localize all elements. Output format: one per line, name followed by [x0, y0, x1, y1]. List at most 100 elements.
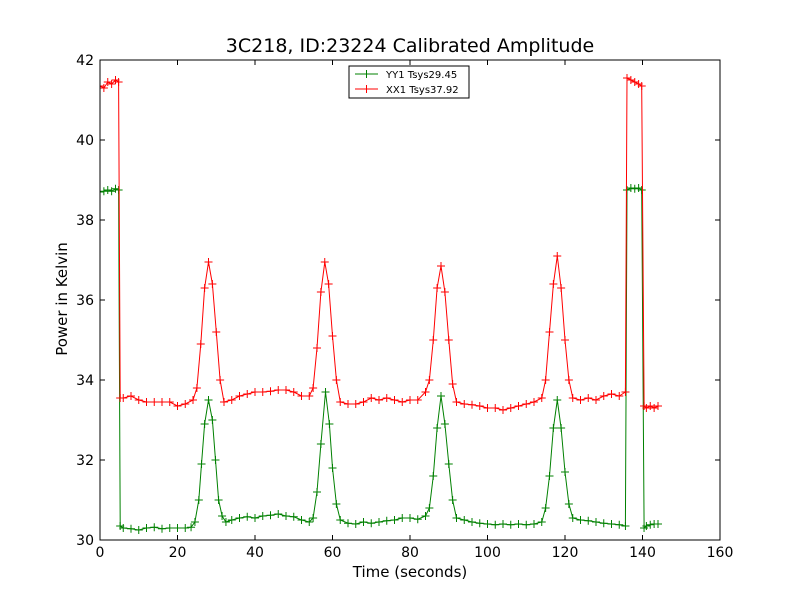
- legend: YY1 Tsys29.45 XX1 Tsys37.92: [348, 65, 470, 99]
- data-point-xx1: [654, 402, 662, 410]
- data-point-yy1: [421, 512, 430, 520]
- data-point-xx1: [440, 288, 449, 296]
- data-point-yy1: [316, 440, 325, 448]
- data-point-xx1: [429, 336, 438, 344]
- data-point-yy1: [134, 526, 143, 534]
- data-point-xx1: [103, 78, 112, 86]
- data-point-yy1: [637, 186, 646, 194]
- data-point-yy1: [537, 518, 546, 526]
- data-point-yy1: [437, 392, 445, 400]
- data-point-xx1: [398, 398, 407, 406]
- data-point-yy1: [599, 519, 608, 528]
- data-point-xx1: [506, 404, 515, 412]
- data-point-xx1: [212, 328, 221, 336]
- data-point-xx1: [220, 398, 228, 406]
- data-point-yy1: [211, 456, 220, 464]
- data-point-xx1: [444, 336, 453, 344]
- data-point-yy1: [483, 520, 492, 528]
- data-point-xx1: [382, 394, 391, 402]
- data-point-xx1: [189, 396, 197, 404]
- data-point-yy1: [289, 512, 298, 521]
- data-point-xx1: [309, 384, 318, 392]
- data-point-xx1: [637, 82, 646, 90]
- data-point-xx1: [460, 400, 469, 408]
- data-point-yy1: [654, 520, 662, 528]
- y-tick-label: 30: [76, 533, 94, 549]
- data-point-yy1: [328, 464, 337, 472]
- legend-box: [348, 65, 470, 99]
- data-point-yy1: [100, 187, 108, 196]
- data-point-yy1: [413, 515, 422, 524]
- data-point-yy1: [200, 420, 209, 428]
- data-point-xx1: [549, 280, 558, 288]
- data-point-xx1: [114, 78, 123, 86]
- data-point-xx1: [134, 396, 143, 404]
- data-point-xx1: [266, 387, 275, 396]
- data-point-xx1: [227, 396, 236, 404]
- data-point-yy1: [522, 520, 531, 529]
- data-point-yy1: [444, 460, 453, 468]
- data-point-yy1: [576, 516, 585, 524]
- data-point-yy1: [564, 500, 573, 508]
- data-point-xx1: [425, 376, 434, 384]
- data-point-xx1: [119, 394, 128, 402]
- axis-ticks: 0 20 40 60 80 100 120 140 160 30 32 34 36 38 40 42: [76, 53, 733, 561]
- data-point-yy1: [530, 520, 538, 528]
- data-point-yy1: [313, 488, 321, 496]
- data-point-yy1: [114, 186, 123, 194]
- series-layer: [100, 74, 662, 534]
- data-point-yy1: [336, 516, 345, 524]
- data-point-yy1: [325, 420, 334, 428]
- data-point-xx1: [522, 400, 531, 408]
- data-point-yy1: [227, 516, 236, 524]
- legend-marker-xx1: [362, 85, 371, 93]
- data-point-xx1: [324, 280, 333, 288]
- data-point-xx1: [367, 394, 376, 402]
- data-point-xx1: [491, 404, 500, 412]
- data-point-yy1: [615, 520, 624, 529]
- data-point-yy1: [607, 520, 616, 528]
- legend-label-xx1: XX1 Tsys37.92: [386, 85, 459, 96]
- data-point-xx1: [216, 376, 225, 384]
- data-point-xx1: [541, 376, 550, 384]
- data-point-xx1: [336, 398, 345, 406]
- data-point-xx1: [545, 328, 554, 336]
- chart-title: 3C218, ID:23224 Calibrated Amplitude: [226, 35, 594, 57]
- data-point-yy1: [190, 518, 199, 526]
- legend-marker-yy1: [362, 70, 371, 78]
- data-point-yy1: [499, 520, 507, 528]
- data-point-yy1: [266, 511, 275, 520]
- data-point-yy1: [204, 396, 213, 404]
- data-point-xx1: [568, 394, 577, 402]
- data-point-yy1: [351, 520, 360, 528]
- data-point-yy1: [514, 520, 523, 528]
- data-point-yy1: [425, 504, 434, 512]
- legend-label-yy1: YY1 Tsys29.45: [385, 70, 457, 81]
- data-point-xx1: [557, 284, 566, 292]
- data-point-yy1: [165, 524, 174, 532]
- data-point-xx1: [282, 386, 290, 394]
- data-point-yy1: [274, 510, 283, 518]
- x-tick-label: 60: [324, 545, 342, 561]
- data-point-xx1: [107, 80, 116, 88]
- data-point-yy1: [642, 522, 651, 530]
- data-point-yy1: [406, 514, 414, 522]
- data-point-xx1: [208, 280, 217, 288]
- data-point-yy1: [561, 468, 569, 476]
- data-point-xx1: [475, 402, 484, 410]
- data-point-xx1: [375, 396, 383, 404]
- data-point-xx1: [630, 78, 639, 86]
- data-point-xx1: [127, 392, 135, 400]
- data-point-xx1: [192, 384, 201, 392]
- data-point-yy1: [158, 524, 166, 533]
- data-point-xx1: [150, 398, 159, 406]
- data-point-yy1: [460, 516, 469, 524]
- data-point-xx1: [142, 398, 151, 406]
- x-axis-label: Time (seconds): [352, 563, 468, 581]
- data-point-xx1: [621, 388, 630, 396]
- data-point-xx1: [274, 386, 283, 394]
- data-point-xx1: [235, 392, 244, 400]
- data-point-xx1: [483, 404, 492, 412]
- data-point-yy1: [305, 518, 314, 526]
